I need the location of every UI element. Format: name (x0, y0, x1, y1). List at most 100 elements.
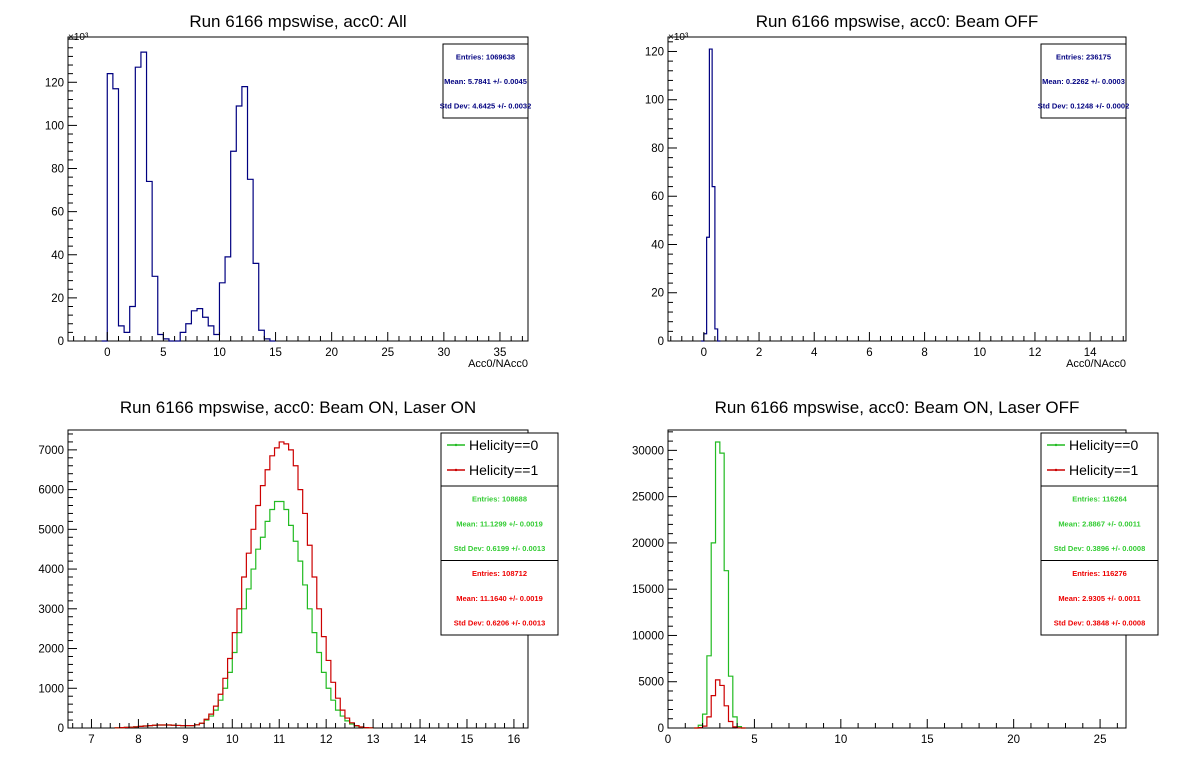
y-tick-label: 0 (58, 723, 64, 735)
panel-4: Run 6166 mpswise, acc0: Beam ON, Laser O… (632, 398, 1159, 746)
stats-box (1040, 485, 1159, 561)
x-tick-label: 4 (811, 347, 818, 359)
legend-marker (454, 468, 458, 472)
y-tick-label: 2000 (38, 644, 64, 656)
x-tick-label: 25 (1094, 734, 1107, 746)
stats-line: Std Dev: 0.6206 +/- 0.0013 (454, 619, 546, 628)
histogram-series-2 (693, 679, 746, 729)
y-tick-label: 60 (51, 207, 64, 219)
stats-box (440, 485, 559, 561)
y-tick-label: 120 (45, 77, 64, 89)
x-tick-label: 5 (751, 734, 757, 746)
legend-label: Helicity==1 (469, 462, 538, 478)
stats-line: Mean: 11.1299 +/- 0.0019 (456, 519, 543, 528)
histogram-series-1 (101, 51, 276, 342)
stats-line: Entries: 1069638 (456, 52, 515, 61)
x-tick-label: 10 (213, 347, 226, 359)
y-tick-label: 100 (645, 95, 664, 107)
plot-frame (667, 36, 1127, 342)
y-tick-label: 80 (51, 164, 64, 176)
y-tick-label: 4000 (38, 564, 64, 576)
x-tick-label: 30 (437, 347, 450, 359)
stats-line: Entries: 116264 (1072, 494, 1127, 503)
stats-box (1040, 560, 1159, 636)
stats-box (1040, 43, 1127, 119)
stats-line: Std Dev: 0.6199 +/- 0.0013 (454, 544, 546, 553)
panel-2: Run 6166 mpswise, acc0: Beam OFF 0 2 4 6 8 10 1… (645, 12, 1129, 370)
histogram-series-2 (114, 441, 374, 729)
x-tick-label: 9 (182, 734, 188, 746)
x-tick-label: 15 (269, 347, 282, 359)
y-tick-label: 60 (651, 191, 664, 203)
y-tick-label: 80 (651, 143, 664, 155)
stats-line: Mean: 2.9305 +/- 0.0011 (1058, 594, 1140, 603)
stats-line: Std Dev: 4.6425 +/- 0.0032 (440, 102, 532, 111)
x-axis-label: Acc0/NAcc0 (468, 358, 528, 370)
legend-marker (1054, 443, 1058, 447)
y-tick-label: 15000 (632, 584, 664, 596)
x-tick-label: 20 (325, 347, 338, 359)
y-tick-label: 7000 (38, 445, 64, 457)
stats-line: Std Dev: 0.3896 +/- 0.0008 (1054, 544, 1146, 553)
y-exponent-label: ×10³ (68, 32, 89, 43)
stats-box (442, 43, 529, 119)
panel-3: Run 6166 mpswise, acc0: Beam ON, Laser O… (38, 398, 559, 746)
x-tick-label: 12 (1029, 347, 1042, 359)
chart-title: Run 6166 mpswise, acc0: Beam ON, Laser O… (715, 398, 1080, 417)
x-tick-label: 6 (866, 347, 872, 359)
x-tick-label: 14 (1084, 347, 1097, 359)
x-tick-label: 0 (665, 734, 671, 746)
x-tick-label: 13 (367, 734, 380, 746)
x-tick-label: 7 (88, 734, 94, 746)
panel-1: Run 6166 mpswise, acc0: All 0 5 10 15 20 25 30 3… (45, 12, 531, 370)
chart-title: Run 6166 mpswise, acc0: All (189, 12, 406, 31)
x-tick-label: 35 (494, 347, 507, 359)
legend-label: Helicity==0 (1069, 437, 1138, 453)
y-tick-label: 5000 (38, 524, 64, 536)
chart-title: Run 6166 mpswise, acc0: Beam OFF (756, 12, 1039, 31)
histogram-series-1 (693, 441, 746, 729)
stats-line: Mean: 2.8867 +/- 0.0011 (1058, 519, 1140, 528)
chart-title: Run 6166 mpswise, acc0: Beam ON, Laser O… (120, 398, 476, 417)
stats-line: Entries: 116276 (1072, 569, 1127, 578)
y-tick-label: 25000 (632, 492, 664, 504)
x-tick-label: 8 (135, 734, 141, 746)
x-tick-label: 10 (973, 347, 986, 359)
y-tick-label: 40 (651, 239, 664, 251)
y-exponent-label: ×10³ (668, 32, 689, 43)
stats-line: Mean: 11.1640 +/- 0.0019 (456, 594, 543, 603)
stats-line: Mean: 5.7841 +/- 0.0045 (444, 77, 527, 86)
y-tick-label: 20 (51, 293, 64, 305)
legend-box (440, 432, 559, 487)
stats-line: Entries: 108712 (472, 569, 527, 578)
x-tick-label: 12 (320, 734, 333, 746)
x-tick-label: 20 (1007, 734, 1020, 746)
stats-box (440, 560, 559, 636)
x-tick-label: 5 (160, 347, 166, 359)
x-axis-label: Acc0/NAcc0 (1066, 358, 1126, 370)
y-tick-label: 3000 (38, 604, 64, 616)
legend-marker (454, 443, 458, 447)
y-tick-label: 5000 (638, 677, 664, 689)
y-tick-label: 0 (658, 336, 664, 348)
y-tick-label: 100 (45, 120, 64, 132)
legend-label: Helicity==0 (469, 437, 538, 453)
stats-line: Std Dev: 0.3848 +/- 0.0008 (1054, 619, 1146, 628)
y-tick-label: 1000 (38, 683, 64, 695)
x-tick-label: 15 (461, 734, 474, 746)
y-tick-label: 6000 (38, 485, 64, 497)
x-tick-label: 11 (273, 734, 285, 746)
stats-line: Mean: 0.2262 +/- 0.0003 (1042, 77, 1125, 86)
x-tick-label: 14 (414, 734, 427, 746)
x-tick-label: 16 (508, 734, 521, 746)
legend-label: Helicity==1 (1069, 462, 1138, 478)
x-tick-label: 2 (756, 347, 762, 359)
stats-line: Entries: 108688 (472, 494, 527, 503)
histogram-series-1 (114, 500, 374, 729)
y-tick-label: 0 (658, 723, 664, 735)
y-tick-label: 0 (58, 336, 64, 348)
y-tick-label: 20000 (632, 538, 664, 550)
x-tick-label: 10 (226, 734, 239, 746)
x-tick-label: 8 (921, 347, 927, 359)
